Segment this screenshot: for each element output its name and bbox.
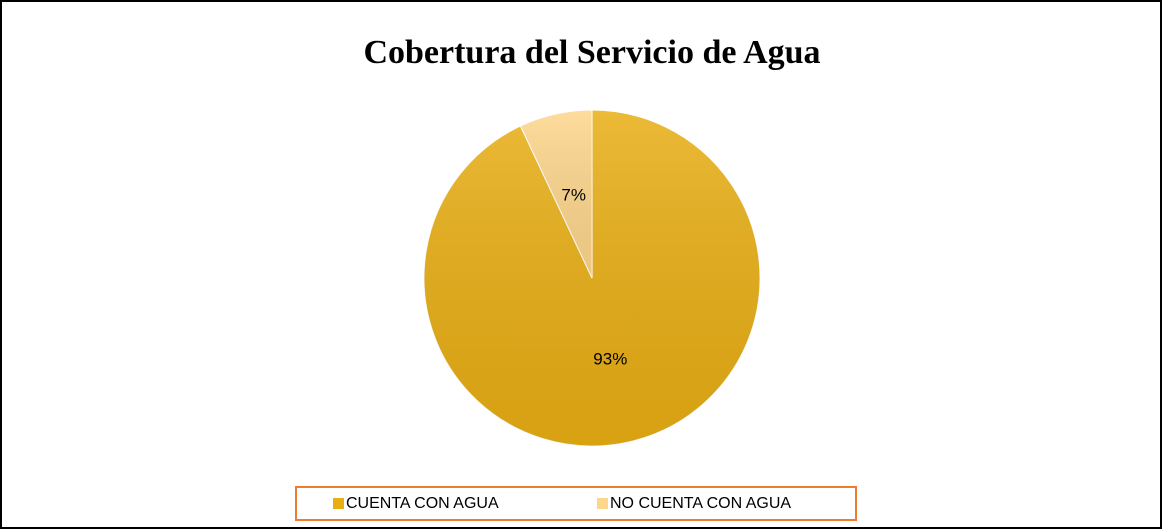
legend-swatch bbox=[597, 498, 608, 509]
chart-title: Cobertura del Servicio de Agua bbox=[363, 34, 820, 71]
legend-label: CUENTA CON AGUA bbox=[346, 495, 499, 512]
legend-swatch bbox=[333, 498, 344, 509]
data-label: 7% bbox=[561, 186, 586, 205]
data-label: 93% bbox=[593, 349, 627, 368]
legend-label: NO CUENTA CON AGUA bbox=[610, 495, 791, 512]
legend-box bbox=[295, 486, 857, 521]
